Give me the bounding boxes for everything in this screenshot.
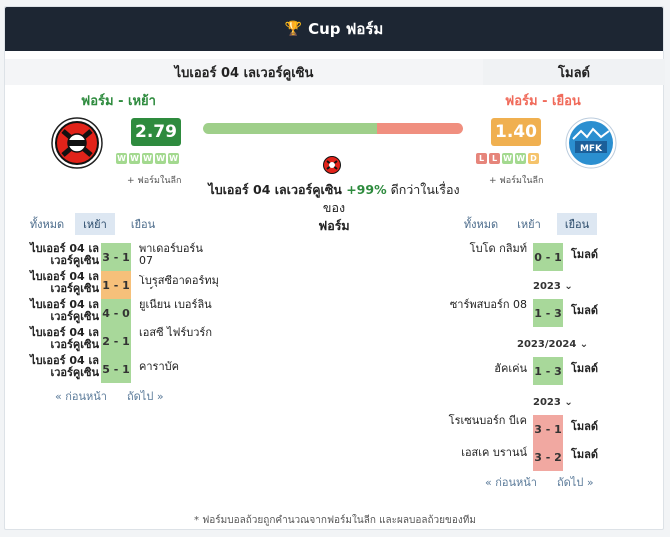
match-score[interactable]: 3 - 2 [533,443,563,471]
match-opponent: โบรุสซีอาดอร์ทมุนท์ [139,275,219,289]
match-score[interactable]: 5 - 1 [101,355,131,383]
tab-home-away[interactable]: เยือน [130,218,156,231]
match-score[interactable]: 2 - 1 [101,327,131,355]
verdict-topic: ฟอร์ม [318,218,350,233]
card-header: 🏆 Cup ฟอร์ม [5,7,663,51]
footnote: * ฟอร์มบอลถ้วยถูกคำนวณจากฟอร์มในลีก และผ… [194,515,476,526]
match-away-team: โมลด์ [571,248,599,261]
home-filter-tabs: ทั้งหมด เหย้า เยือน [27,213,171,235]
home-form-dot: W [129,153,140,164]
match-home-team: ไบเออร์ 04 เลเวอร์คูเซิน [30,354,99,379]
match-home-team: ไบเออร์ 04 เลเวอร์คูเซิน [30,298,99,323]
verdict-suffix: ดีกว่าในเรื่องของ [322,182,460,215]
tab-home-home[interactable]: เหย้า [75,213,115,235]
season-divider[interactable]: 2023/2024 ⌄ [517,339,589,350]
tab-away-all[interactable]: ทั้งหมด [463,218,499,231]
verdict-team: ไบเออร์ 04 เลเวอร์คูเซิน [208,182,347,197]
match-score[interactable]: 1 - 1 [101,271,131,299]
match-score[interactable]: 3 - 1 [533,415,563,443]
away-form-dots: L L W W D [476,153,539,164]
match-opponent: โบโด กลิมท์ [469,242,527,255]
match-home-team: ไบเออร์ 04 เลเวอร์คูเซิน [30,242,99,267]
match-opponent: คาราบัค [139,360,179,373]
home-next-link[interactable]: ถัดไป » [127,390,164,403]
away-filter-tabs: ทั้งหมด เหย้า เยือน [461,213,605,235]
card-title: Cup ฟอร์ม [308,20,384,38]
molde-logo-icon: MFK [565,117,617,169]
away-share-bar [377,123,463,134]
home-form-dot: W [116,153,127,164]
tab-away-home[interactable]: เหย้า [517,218,541,231]
svg-text:MFK: MFK [580,144,603,154]
season-divider[interactable]: 2023 ⌄ [533,397,573,408]
home-form-label: ฟอร์ม - เหย้า [81,94,156,109]
home-form-score: 2.79 [131,118,181,146]
leverkusen-logo-icon [51,117,103,169]
away-form-dot: L [476,153,487,164]
match-away-team: โมลด์ [571,362,599,375]
home-form-dot: W [155,153,166,164]
match-score[interactable]: 1 - 3 [533,357,563,385]
match-opponent: เอสเค บรานน์ [461,446,527,459]
home-share-bar [203,123,378,134]
match-away-team: โมลด์ [571,420,599,433]
comparison-verdict: ไบเออร์ 04 เลเวอร์คูเซิน +99% ดีกว่าในเร… [203,181,465,235]
match-away-team: โมลด์ [571,304,599,317]
away-next-link[interactable]: ถัดไป » [557,476,594,489]
match-score[interactable]: 3 - 1 [101,243,131,271]
cup-form-card: 🏆 Cup ฟอร์ม ไบเออร์ 04 เลเวอร์คูเซิน โมล… [4,6,665,530]
away-prev-link[interactable]: « ก่อนหน้า [485,476,537,489]
form-comparison-bar [203,123,463,134]
match-opponent: พาเดอร์บอร์น 07 [139,242,203,267]
match-opponent: ยูเนียน เบอร์ลิน [139,298,212,311]
home-form-dots: W W W W W [116,153,179,164]
tab-home-all[interactable]: ทั้งหมด [29,218,65,231]
match-opponent: ซาร์พสบอร์ก 08 [449,298,527,311]
match-score[interactable]: 0 - 1 [533,243,563,271]
away-form-dot: W [515,153,526,164]
away-league-form-link[interactable]: + ฟอร์มในลีก [489,176,544,186]
home-form-dot: W [142,153,153,164]
match-score[interactable]: 4 - 0 [101,299,131,327]
away-form-dot: L [489,153,500,164]
home-league-form-link[interactable]: + ฟอร์มในลีก [127,176,182,186]
match-home-team: ไบเออร์ 04 เลเวอร์คูเซิน [30,270,99,295]
home-team-name: ไบเออร์ 04 เลเวอร์คูเซิน [5,59,483,85]
match-opponent: โรเซนบอร์ก บีเค [448,414,527,427]
match-score[interactable]: 1 - 3 [533,299,563,327]
away-form-score: 1.40 [491,118,541,146]
match-away-team: โมลด์ [571,448,599,461]
away-form-label: ฟอร์ม - เยือน [505,94,581,109]
season-divider[interactable]: 2023 ⌄ [533,281,573,292]
match-opponent: ฮัคเค่น [494,362,527,375]
leverkusen-mini-icon [323,156,341,174]
verdict-pct: +99% [346,182,387,197]
away-form-dot: W [502,153,513,164]
home-form-dot: W [168,153,179,164]
trophy-icon: 🏆 [284,21,303,37]
away-form-dot: D [528,153,539,164]
match-opponent: เอสซี ไฟร์บวร์ก [139,326,212,339]
match-home-team: ไบเออร์ 04 เลเวอร์คูเซิน [30,326,99,351]
tab-away-away[interactable]: เยือน [557,213,597,235]
home-prev-link[interactable]: « ก่อนหน้า [55,390,107,403]
away-team-name: โมลด์ [483,59,665,85]
